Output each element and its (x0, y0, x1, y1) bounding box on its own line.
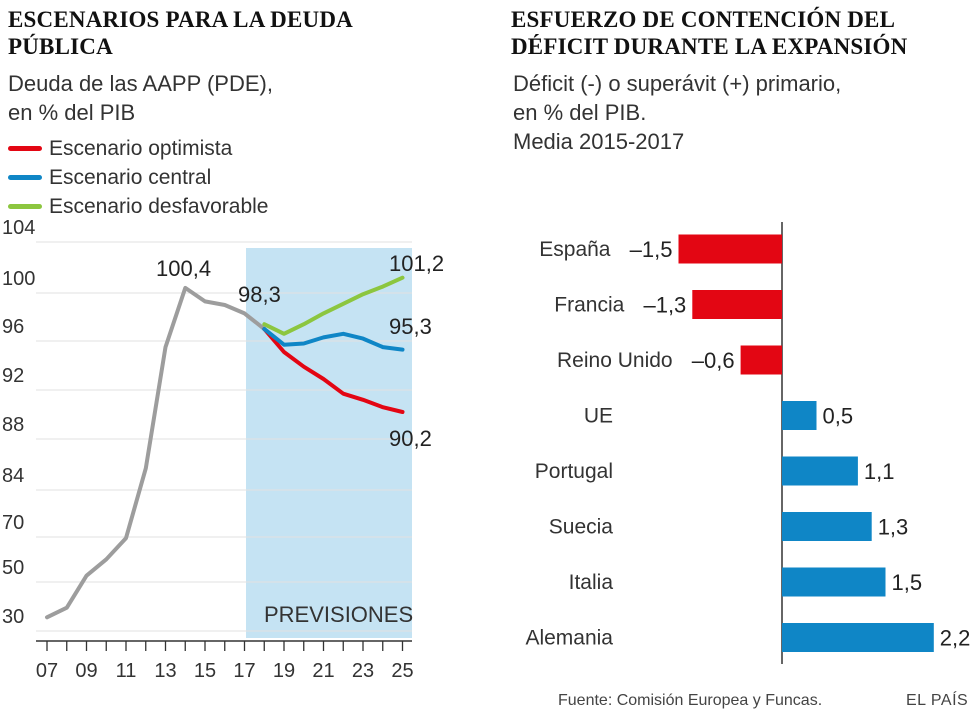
right-title: ESFUERZO DE CONTENCIÓN DEL DÉFICIT DURAN… (511, 6, 907, 60)
series-lines (45, 275, 405, 620)
bar-value-label-0: –1,5 (630, 237, 673, 262)
x-tick-label-13: 13 (154, 660, 176, 682)
bars: –1,5 España –1,3 Francia –0,6 Reino Unido 0,5 U… (525, 234, 971, 652)
series-line-3 (262, 275, 405, 336)
x-tick-label-09: 09 (75, 660, 97, 682)
right-title-line2: DÉFICIT DURANTE LA EXPANSIÓN (511, 34, 908, 59)
x-tick-label-23: 23 (352, 660, 374, 682)
right-title-line1: ESFUERZO DE CONTENCIÓN DEL (511, 7, 896, 32)
y-tick-label-96: 96 (2, 316, 24, 338)
left-title-line1: ESCENARIOS PARA LA DEUDA (8, 7, 353, 32)
bar-4 (782, 456, 858, 486)
legend-swatch-central (8, 175, 42, 180)
brand-logo: EL PAÍS (906, 692, 969, 709)
x-tick-label-07: 07 (36, 660, 58, 682)
forecast-label: PREVISIONES (264, 602, 413, 627)
x-tick-label-21: 21 (312, 660, 334, 682)
bar-2 (740, 345, 782, 375)
bar-value-label-2: –0,6 (692, 348, 735, 373)
x-tick-label-17: 17 (233, 660, 255, 682)
bar-category-label-4: Portugal (535, 460, 613, 483)
x-ticks: 07 09 11 13 15 17 19 21 23 25 (36, 641, 414, 682)
y-tick-label-84: 84 (2, 465, 24, 487)
legend-label-optimista: Escenario optimista (49, 136, 233, 160)
deficit-bar-chart: –1,5 España –1,3 Francia –0,6 Reino Unido 0,5 U… (525, 222, 970, 664)
bar-value-label-5: 1,3 (878, 515, 909, 540)
x-tick-label-11: 11 (116, 660, 137, 682)
series-line-1 (262, 327, 405, 414)
legend-label-central: Escenario central (49, 165, 212, 189)
bar-5 (782, 512, 872, 541)
bar-0 (678, 234, 782, 264)
right-subtitle-line1: Déficit (-) o superávit (+) primario, (513, 71, 842, 96)
y-tick-label-50: 50 (2, 557, 24, 579)
bar-1 (692, 290, 782, 319)
bar-value-label-4: 1,1 (864, 459, 895, 484)
bar-value-label-1: –1,3 (643, 293, 686, 318)
value-annotations: 100,4 98,3 101,2 95,3 90,2 (156, 251, 444, 451)
bar-6 (782, 567, 886, 597)
left-subtitle-line2: en % del PIB (8, 100, 136, 125)
legend-swatch-optimista (8, 146, 42, 151)
y-tick-label-100: 100 (2, 268, 35, 290)
bar-category-label-2: Reino Unido (557, 349, 673, 372)
y-tick-labels: 104 100 96 92 88 84 70 50 30 (2, 217, 35, 628)
bar-category-label-7: Alemania (525, 627, 613, 650)
right-subtitle-line2: en % del PIB. (513, 100, 647, 125)
source-note: Fuente: Comisión Europea y Funcas. (558, 692, 823, 709)
y-tick-label-104: 104 (2, 217, 35, 239)
bar-7 (782, 623, 934, 652)
right-subtitle-line3: Media 2015-2017 (513, 129, 685, 154)
bar-category-label-1: Francia (554, 294, 624, 317)
y-tick-label-70: 70 (2, 512, 24, 534)
x-tick-label-19: 19 (273, 660, 295, 682)
y-tick-label-88: 88 (2, 414, 24, 436)
bar-value-label-6: 1,5 (892, 570, 923, 595)
legend-item-desfavorable: Escenario desfavorable (8, 192, 268, 221)
bar-category-label-0: España (539, 238, 611, 261)
annotation-central-end: 95,3 (389, 314, 432, 339)
right-subtitle: Déficit (-) o superávit (+) primario, en… (513, 69, 841, 156)
bar-value-label-7: 2,2 (940, 626, 971, 651)
legend-item-optimista: Escenario optimista (8, 134, 268, 163)
bar-value-label-3: 0,5 (823, 404, 854, 429)
legend-item-central: Escenario central (8, 163, 268, 192)
bar-category-label-5: Suecia (549, 516, 614, 539)
y-tick-label-30: 30 (2, 606, 24, 628)
annotation-2017: 98,3 (238, 282, 281, 307)
left-subtitle-line1: Deuda de las AAPP (PDE), (8, 71, 273, 96)
bar-3 (782, 401, 817, 430)
left-title-line2: PÚBLICA (8, 34, 113, 59)
forecast-band (246, 248, 412, 638)
bar-category-label-6: Italia (569, 571, 614, 594)
annotation-desfavorable-end: 101,2 (389, 251, 444, 276)
x-tick-label-25: 25 (391, 660, 413, 682)
legend-swatch-desfavorable (8, 204, 42, 209)
bar-category-label-3: UE (584, 405, 613, 428)
series-line-2 (262, 327, 405, 352)
legend-label-desfavorable: Escenario desfavorable (49, 194, 269, 218)
series-line-0 (45, 285, 267, 620)
annotation-optimista-end: 90,2 (389, 426, 432, 451)
y-gridlines (36, 241, 412, 632)
legend: Escenario optimista Escenario central Es… (8, 134, 268, 221)
x-tick-label-15: 15 (194, 660, 216, 682)
left-subtitle: Deuda de las AAPP (PDE), en % del PIB (8, 69, 273, 127)
annotation-peak: 100,4 (156, 256, 211, 281)
y-tick-label-92: 92 (2, 365, 24, 387)
left-title: ESCENARIOS PARA LA DEUDA PÚBLICA (8, 6, 353, 60)
